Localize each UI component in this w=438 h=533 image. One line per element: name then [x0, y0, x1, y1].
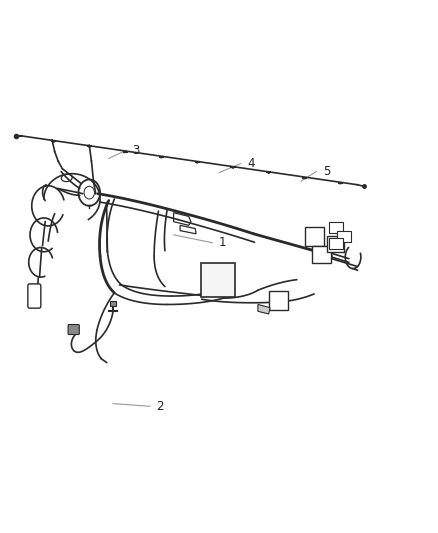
FancyBboxPatch shape	[312, 246, 331, 263]
FancyBboxPatch shape	[201, 263, 235, 296]
Text: 4: 4	[247, 157, 254, 170]
Text: 3: 3	[133, 144, 140, 157]
Bar	[110, 301, 116, 306]
FancyBboxPatch shape	[269, 291, 288, 310]
Text: 1: 1	[219, 236, 226, 249]
FancyBboxPatch shape	[304, 228, 324, 246]
Polygon shape	[258, 304, 270, 314]
FancyBboxPatch shape	[329, 238, 343, 248]
FancyBboxPatch shape	[329, 222, 343, 233]
Text: 2: 2	[156, 400, 164, 413]
Text: 5: 5	[323, 165, 330, 178]
FancyBboxPatch shape	[68, 325, 79, 335]
FancyBboxPatch shape	[327, 237, 344, 252]
FancyBboxPatch shape	[28, 284, 41, 308]
FancyBboxPatch shape	[338, 231, 351, 241]
